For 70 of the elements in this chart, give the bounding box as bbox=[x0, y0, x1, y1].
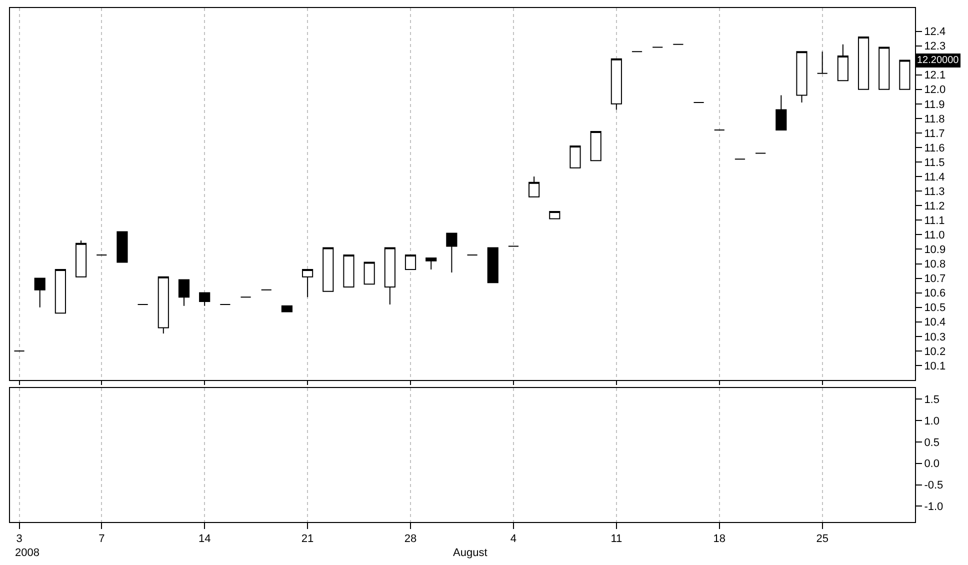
y-tick-label: 0.5 bbox=[924, 436, 940, 449]
y-tick-label: -0.5 bbox=[924, 480, 944, 492]
y-tick-label: 10.8 bbox=[924, 258, 946, 271]
candlestick bbox=[54, 269, 66, 314]
candlestick bbox=[899, 60, 910, 90]
y-tick-label: 11.4 bbox=[924, 171, 945, 184]
y-tick-label: 10.2 bbox=[924, 346, 946, 358]
candlestick bbox=[837, 44, 848, 82]
x-tick-label: 14 bbox=[198, 533, 211, 546]
candlestick bbox=[199, 292, 210, 306]
y-tick-label: 10.7 bbox=[924, 273, 946, 286]
candlestick bbox=[590, 131, 602, 162]
candlestick bbox=[796, 51, 808, 103]
y-tick-label: 1.5 bbox=[924, 394, 940, 406]
x-tick-label: 21 bbox=[301, 533, 314, 546]
x-tick-label: 11 bbox=[610, 533, 622, 546]
candlestick bbox=[281, 305, 292, 312]
candlestick bbox=[878, 46, 890, 90]
text: 2008 bbox=[15, 547, 40, 559]
y-tick-label: 11.2 bbox=[924, 200, 945, 212]
y-tick-label: 1.0 bbox=[924, 415, 940, 428]
y-tick-label: 11.5 bbox=[924, 156, 945, 169]
candlestick bbox=[610, 58, 622, 110]
candlestick bbox=[426, 257, 437, 270]
candlestick bbox=[570, 146, 581, 168]
x-tick-label: 28 bbox=[404, 533, 417, 546]
candlestick bbox=[364, 262, 375, 285]
y-tick-label: 11.1 bbox=[924, 215, 945, 228]
candlestick bbox=[302, 269, 314, 298]
text: August bbox=[453, 547, 488, 559]
candlestick bbox=[76, 240, 87, 278]
candlestick bbox=[858, 36, 870, 90]
y-tick-label: 11.6 bbox=[924, 142, 945, 154]
x-tick-label: 18 bbox=[713, 533, 726, 546]
y-tick-label: 11.8 bbox=[924, 113, 945, 126]
y-tick-label: 10.1 bbox=[924, 360, 946, 372]
y-tick-label: 11.3 bbox=[924, 186, 945, 198]
y-tick-label: 11.7 bbox=[924, 128, 945, 140]
candlestick bbox=[34, 278, 46, 308]
candlestick bbox=[446, 232, 458, 273]
y-tick-label: 12.1 bbox=[924, 70, 946, 82]
text: 12.20000 bbox=[917, 55, 960, 66]
candlestick bbox=[178, 279, 190, 306]
candlestick bbox=[384, 247, 396, 305]
y-tick-label: 10.3 bbox=[924, 331, 946, 344]
y-tick-label: 11.9 bbox=[924, 98, 945, 111]
y-tick-label: 0.0 bbox=[924, 458, 940, 470]
y-tick-label: 10.6 bbox=[924, 288, 946, 300]
candlestick bbox=[158, 276, 169, 334]
candlestick bbox=[343, 254, 354, 288]
x-tick-label: 25 bbox=[816, 533, 828, 546]
y-tick-label: 11.0 bbox=[924, 230, 945, 242]
x-tick-label: 3 bbox=[16, 533, 22, 546]
candlestick bbox=[549, 210, 560, 220]
y-tick-label: 10.5 bbox=[924, 302, 946, 314]
candlestick bbox=[776, 94, 787, 131]
y-tick-label: 12.4 bbox=[924, 26, 946, 38]
y-tick-label: 10.9 bbox=[924, 244, 946, 256]
y-tick-label: -1.0 bbox=[924, 501, 944, 514]
candlestick bbox=[116, 231, 128, 263]
x-tick-label: 7 bbox=[98, 533, 105, 546]
candlestick bbox=[487, 247, 498, 284]
candlestick bbox=[528, 176, 540, 198]
candlestick bbox=[322, 247, 334, 292]
y-tick-label: 12.3 bbox=[924, 40, 946, 53]
x-tick-label: 4 bbox=[510, 533, 517, 546]
y-tick-label: 12.0 bbox=[924, 84, 946, 96]
candlestick bbox=[404, 254, 416, 270]
candlestick bbox=[816, 51, 828, 74]
y-tick-label: 10.4 bbox=[924, 316, 946, 329]
